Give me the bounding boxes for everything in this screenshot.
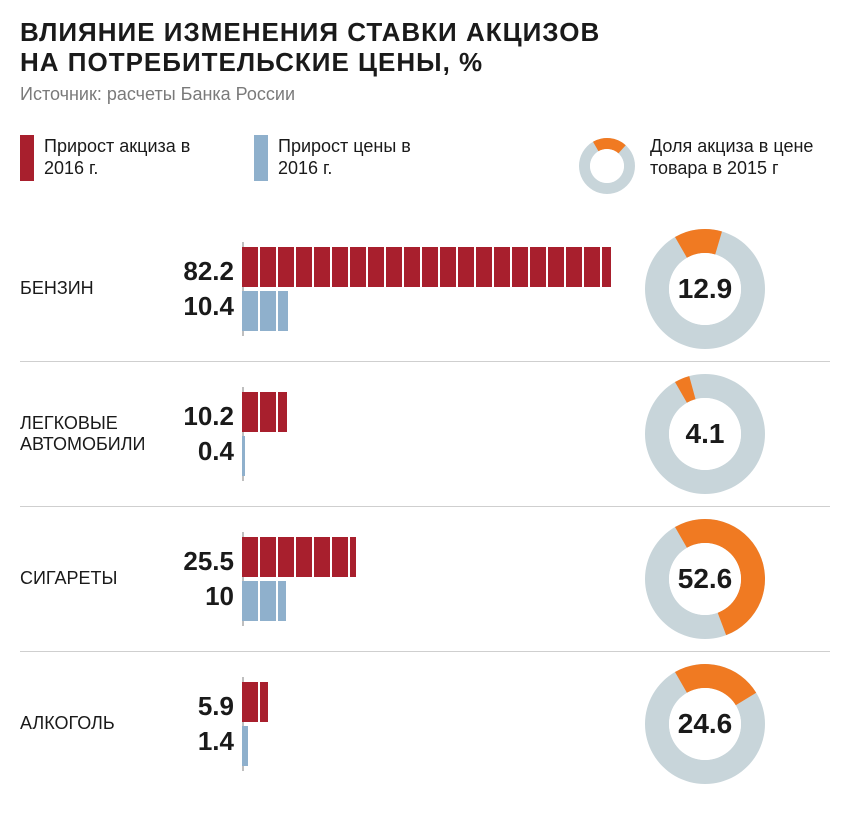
legend-label-1: Прирост акциза в 2016 г. xyxy=(44,135,194,180)
donut-value: 4.1 xyxy=(686,418,725,450)
row-bars xyxy=(242,679,622,769)
bar-segment xyxy=(242,537,258,577)
row-values: 5.91.4 xyxy=(178,689,234,759)
bar-segment xyxy=(242,291,258,331)
chart-row: ЛЕГКОВЫЕ АВТОМОБИЛИ10.20.4 4.1 xyxy=(20,362,830,507)
value-excise: 10.2 xyxy=(178,399,234,434)
value-excise: 5.9 xyxy=(178,689,234,724)
legend-swatch-1 xyxy=(20,135,34,181)
bar-segment xyxy=(314,247,330,287)
chart-row: АЛКОГОЛЬ 5.91.4 24.6 xyxy=(20,652,830,796)
value-price: 1.4 xyxy=(178,724,234,759)
chart-row: БЕНЗИН 82.210.4 12.9 xyxy=(20,217,830,362)
bar-price xyxy=(242,436,245,476)
bar-excise xyxy=(242,247,611,287)
row-label: ЛЕГКОВЫЕ АВТОМОБИЛИ xyxy=(20,413,170,454)
bar-excise xyxy=(242,682,268,722)
value-price: 10 xyxy=(178,579,234,614)
legend: Прирост акциза в 2016 г. Прирост цены в … xyxy=(20,135,830,197)
bar-segment xyxy=(260,291,276,331)
bar-segment xyxy=(332,537,348,577)
bar-segment xyxy=(404,247,420,287)
row-label: БЕНЗИН xyxy=(20,278,170,299)
legend-item-share: Доля акциза в цене товара в 2015 г xyxy=(576,135,820,197)
title-line-2: НА ПОТРЕБИТЕЛЬСКИЕ ЦЕНЫ, % xyxy=(20,47,483,77)
bar-segment xyxy=(602,247,611,287)
row-label: АЛКОГОЛЬ xyxy=(20,713,170,734)
bar-segment xyxy=(368,247,384,287)
row-values: 10.20.4 xyxy=(178,399,234,469)
chart-subtitle: Источник: расчеты Банка России xyxy=(20,84,830,105)
bar-segment xyxy=(458,247,474,287)
bar-segment xyxy=(260,537,276,577)
bar-segment xyxy=(260,682,268,722)
bar-segment xyxy=(350,537,356,577)
bar-segment xyxy=(422,247,438,287)
value-price: 0.4 xyxy=(178,434,234,469)
legend-donut-icon xyxy=(576,135,638,197)
bar-segment xyxy=(242,392,258,432)
bar-segment xyxy=(530,247,546,287)
bar-segment xyxy=(242,682,258,722)
donut-value: 24.6 xyxy=(678,708,733,740)
bar-segment xyxy=(494,247,510,287)
bar-segment xyxy=(278,581,286,621)
bar-segment xyxy=(314,537,330,577)
bar-segment xyxy=(296,247,312,287)
row-values: 25.510 xyxy=(178,544,234,614)
bar-price xyxy=(242,291,288,331)
bar-segment xyxy=(278,392,287,432)
row-donut: 24.6 xyxy=(630,662,780,786)
row-bars xyxy=(242,389,622,479)
bar-excise xyxy=(242,537,356,577)
bar-excise xyxy=(242,392,287,432)
donut-value: 12.9 xyxy=(678,273,733,305)
legend-label-2: Прирост цены в 2016 г. xyxy=(278,135,428,180)
bar-segment xyxy=(548,247,564,287)
legend-item-excise-growth: Прирост акциза в 2016 г. xyxy=(20,135,194,181)
row-donut: 4.1 xyxy=(630,372,780,496)
value-excise: 82.2 xyxy=(178,254,234,289)
bar-segment xyxy=(350,247,366,287)
title-line-1: ВЛИЯНИЕ ИЗМЕНЕНИЯ СТАВКИ АКЦИЗОВ xyxy=(20,17,600,47)
bar-segment xyxy=(278,537,294,577)
row-bars xyxy=(242,534,622,624)
bar-price xyxy=(242,581,286,621)
bar-segment xyxy=(386,247,402,287)
legend-swatch-2 xyxy=(254,135,268,181)
bar-segment xyxy=(242,247,258,287)
value-price: 10.4 xyxy=(178,289,234,324)
bar-segment xyxy=(476,247,492,287)
bar-segment xyxy=(332,247,348,287)
bar-segment xyxy=(440,247,456,287)
legend-item-price-growth: Прирост цены в 2016 г. xyxy=(254,135,428,181)
chart-rows: БЕНЗИН82.210.412.9ЛЕГКОВЫЕ АВТОМОБИЛИ10.… xyxy=(20,217,830,796)
bar-segment xyxy=(278,247,294,287)
bar-segment xyxy=(296,537,312,577)
row-donut: 12.9 xyxy=(630,227,780,351)
bar-segment xyxy=(260,247,276,287)
bar-segment xyxy=(260,392,276,432)
donut-value: 52.6 xyxy=(678,563,733,595)
chart-row: СИГАРЕТЫ 25.510 52.6 xyxy=(20,507,830,652)
row-donut: 52.6 xyxy=(630,517,780,641)
legend-label-3: Доля акциза в цене товара в 2015 г xyxy=(650,135,820,180)
bar-segment xyxy=(242,581,258,621)
bar-segment xyxy=(566,247,582,287)
bar-segment xyxy=(242,436,245,476)
chart-title: ВЛИЯНИЕ ИЗМЕНЕНИЯ СТАВКИ АКЦИЗОВ НА ПОТР… xyxy=(20,18,830,78)
bar-segment xyxy=(260,581,276,621)
bar-segment xyxy=(512,247,528,287)
row-values: 82.210.4 xyxy=(178,254,234,324)
bar-segment xyxy=(278,291,288,331)
row-bars xyxy=(242,244,622,334)
row-label: СИГАРЕТЫ xyxy=(20,568,170,589)
bar-segment xyxy=(584,247,600,287)
value-excise: 25.5 xyxy=(178,544,234,579)
